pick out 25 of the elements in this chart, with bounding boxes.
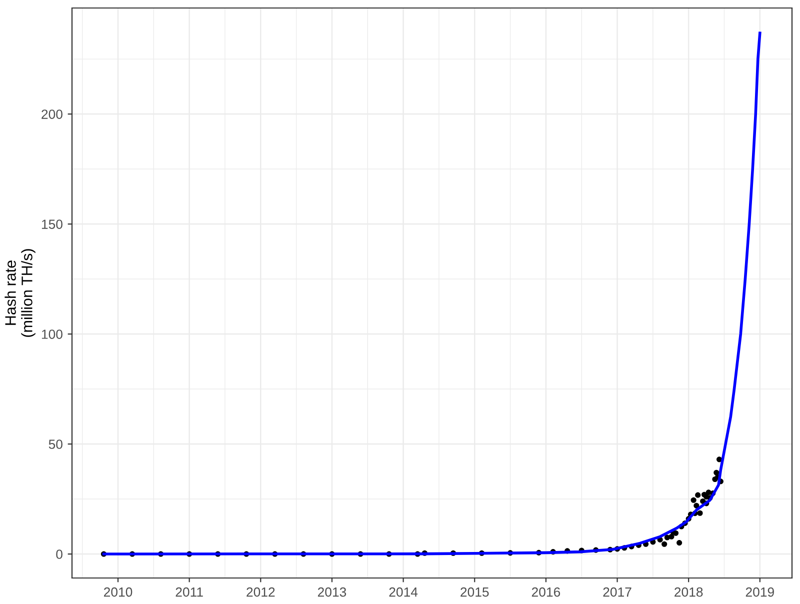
point [662, 541, 668, 547]
x-tick-label: 2019 [746, 587, 774, 597]
x-tick-label: 2013 [318, 587, 346, 597]
point [695, 492, 701, 498]
y-tick-label: 200 [42, 110, 62, 119]
x-tick-label: 2014 [389, 587, 418, 597]
x-tick-label: 2017 [603, 587, 632, 597]
x-tick-label: 2011 [176, 587, 203, 597]
point [694, 502, 700, 508]
x-tick-label: 2010 [104, 587, 132, 597]
point [676, 540, 682, 546]
x-tick-label: 2018 [674, 587, 703, 597]
line-series [102, 32, 762, 556]
point [697, 510, 703, 516]
x-tick-label: 2012 [246, 587, 275, 597]
point [714, 470, 720, 476]
point [668, 534, 674, 540]
x-tick-label: 2016 [532, 587, 560, 597]
y-tick-label: 100 [42, 330, 62, 339]
y-tick-label: 0 [56, 550, 62, 559]
y-tick-label: 150 [42, 220, 62, 229]
x-tick-label: 2015 [460, 587, 489, 597]
y-axis-title: Hash rate (million TH/s) [4, 249, 36, 337]
y-tick-label: 50 [48, 440, 62, 449]
point [690, 497, 696, 503]
